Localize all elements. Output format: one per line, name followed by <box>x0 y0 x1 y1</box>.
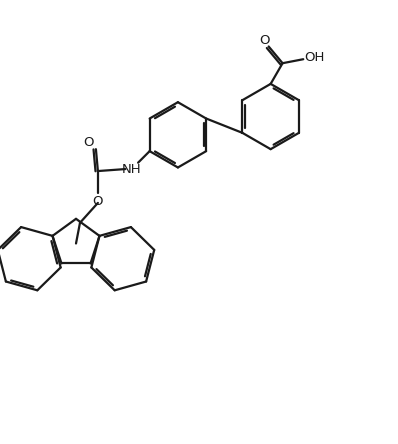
Text: OH: OH <box>304 51 324 64</box>
Text: O: O <box>259 35 270 48</box>
Text: O: O <box>93 195 103 208</box>
Text: NH: NH <box>122 163 142 175</box>
Text: O: O <box>84 135 94 148</box>
